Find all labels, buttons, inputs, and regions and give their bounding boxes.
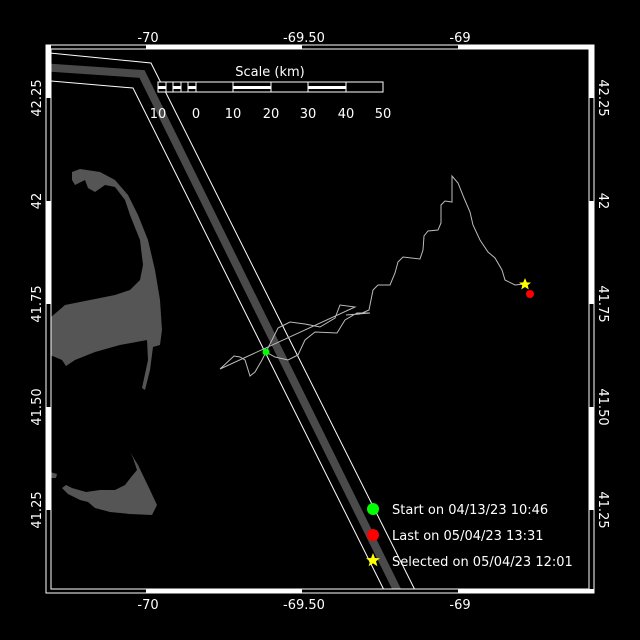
legend-start-label: Start on 04/13/23 10:46 xyxy=(392,503,548,518)
scale-label: 10 xyxy=(150,107,167,122)
legend-last-label: Last on 05/04/23 13:31 xyxy=(392,529,544,544)
bottom-lon-label: -69.50 xyxy=(283,598,325,613)
shipping-lane-lower-boundary xyxy=(51,80,385,589)
islet-land xyxy=(51,472,57,478)
scale-label: 20 xyxy=(263,107,280,122)
green-dot-icon xyxy=(367,503,379,515)
selected-star-marker[interactable] xyxy=(519,278,531,290)
shipping-lane-center xyxy=(51,63,402,589)
left-lat-label: 41.25 xyxy=(30,491,45,528)
top-lon-label: -70 xyxy=(137,31,158,46)
legend-selected-label: Selected on 05/04/23 12:01 xyxy=(392,555,573,570)
cape-cod-land xyxy=(51,169,162,390)
scale-label: 10 xyxy=(225,107,242,122)
scale-label: 50 xyxy=(375,107,392,122)
map-frame xyxy=(45,44,595,594)
red-dot-icon xyxy=(367,529,379,541)
scale-label: 0 xyxy=(192,107,200,122)
right-lat-label: 41.50 xyxy=(595,388,610,425)
scale-label: 40 xyxy=(338,107,355,122)
top-lon-label: -69.50 xyxy=(283,31,325,46)
scale-title: Scale (km) xyxy=(235,65,304,80)
bottom-lon-label: -70 xyxy=(137,598,158,613)
scale-bar: Scale (km) 10 0 10 20 30 40 50 xyxy=(150,65,392,122)
top-lon-label: -69 xyxy=(449,31,470,46)
right-lat-label: 42 xyxy=(595,193,610,210)
legend: Start on 04/13/23 10:46 Last on 05/04/23… xyxy=(366,503,573,570)
left-lat-label: 42.25 xyxy=(30,79,45,116)
frame-graduation-bars xyxy=(46,45,594,593)
right-lat-label: 42.25 xyxy=(595,79,610,116)
yellow-star-icon xyxy=(366,553,380,567)
last-marker[interactable] xyxy=(526,290,534,298)
right-lat-label: 41.25 xyxy=(595,491,610,528)
left-lat-label: 41.75 xyxy=(30,285,45,322)
scale-label: 30 xyxy=(300,107,317,122)
drifter-track xyxy=(219,174,525,377)
nantucket-land xyxy=(62,452,157,515)
bottom-lon-label: -69 xyxy=(449,598,470,613)
shipping-lane-upper-boundary xyxy=(51,52,416,589)
right-lat-label: 41.75 xyxy=(595,285,610,322)
left-lat-label: 42 xyxy=(30,193,45,210)
start-marker[interactable] xyxy=(262,348,270,356)
left-lat-label: 41.50 xyxy=(30,388,45,425)
